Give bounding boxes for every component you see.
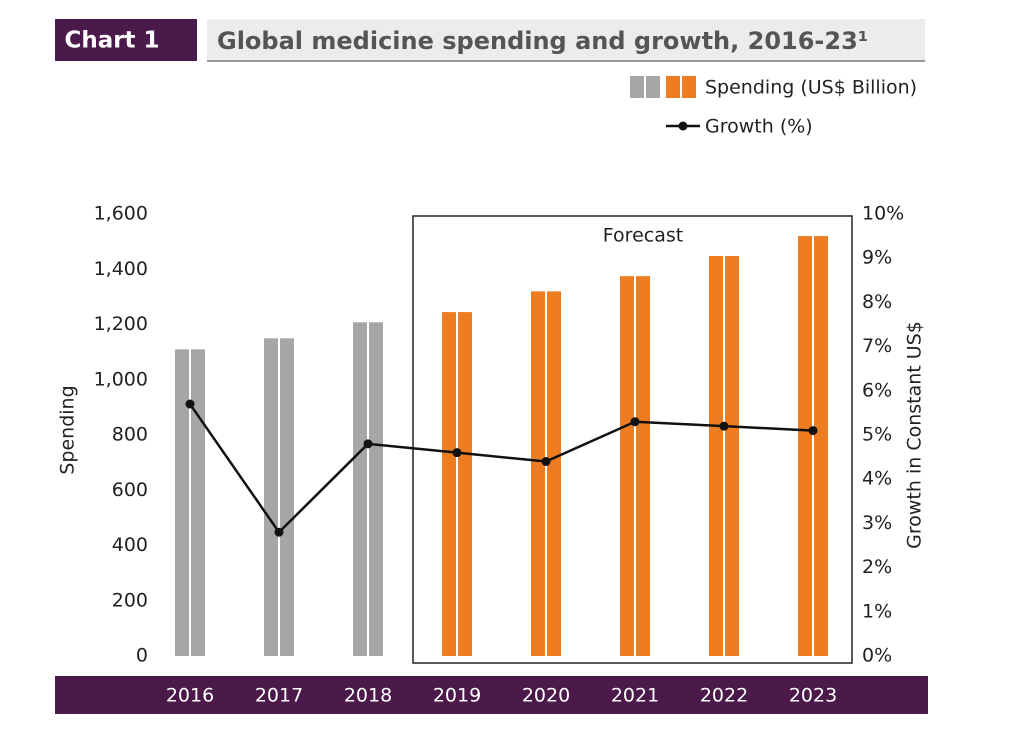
bar-stripe [175, 349, 189, 656]
y2-axis-title: Growth in Constant US$ [904, 321, 926, 549]
y2-tick-label: 5% [862, 424, 892, 446]
legend-dot [678, 121, 688, 131]
y2-tick-label: 4% [862, 468, 892, 490]
y2-tick-label: 9% [862, 247, 892, 269]
bar-stripe [547, 291, 561, 656]
growth-point [719, 421, 729, 431]
x-tick-label: 2017 [255, 685, 303, 707]
forecast-box [412, 215, 853, 664]
x-tick-label: 2022 [700, 685, 748, 707]
growth-line [188, 403, 814, 535]
y-tick-label: 0 [136, 645, 148, 667]
chart-title: Global medicine spending and growth, 201… [217, 27, 868, 55]
y-tick-label: 1,400 [94, 258, 148, 280]
bar-stripe [442, 312, 456, 656]
x-tick-label: 2018 [344, 685, 392, 707]
legend-swatch [646, 76, 660, 98]
bar-stripe [353, 322, 367, 656]
bar-stripe [458, 312, 472, 656]
growth-point [363, 439, 373, 449]
legend-swatch [666, 76, 680, 98]
bar [264, 338, 294, 656]
bar-stripe [531, 291, 545, 656]
y2-tick-label: 1% [862, 600, 892, 622]
y-tick-label: 200 [112, 589, 148, 611]
legend-label: Spending (US$ Billion) [705, 77, 917, 99]
annotation: Forecast [603, 225, 683, 247]
y2-tick-label: 2% [862, 556, 892, 578]
x-tick-label: 2016 [166, 685, 214, 707]
bar [531, 291, 561, 656]
bar-stripe [725, 255, 739, 657]
y-tick-label: 600 [112, 479, 148, 501]
x-tick-label: 2019 [433, 685, 481, 707]
growth-point [452, 448, 462, 458]
y2-tick-label: 3% [862, 512, 892, 534]
bar-stripe [798, 236, 812, 656]
y2-tick-label: 0% [862, 645, 892, 667]
x-tick-label: 2021 [611, 685, 659, 707]
y-axis-title: Spending [57, 385, 79, 474]
title-box [207, 19, 925, 61]
bar-stripe [280, 338, 294, 656]
y-tick-label: 400 [112, 534, 148, 556]
y-tick-label: 1,600 [94, 203, 148, 225]
bar-stripe [709, 255, 723, 657]
y2-tick-label: 7% [862, 335, 892, 357]
growth-point [541, 457, 551, 467]
bar-stripe [191, 349, 205, 656]
y2-tick-label: 6% [862, 379, 892, 401]
legend-swatch [682, 76, 696, 98]
bar-stripe [264, 338, 278, 656]
y2-tick-label: 8% [862, 291, 892, 313]
y-tick-label: 800 [112, 424, 148, 446]
bar [620, 276, 650, 656]
bar-stripe [814, 236, 828, 656]
bar [798, 236, 828, 656]
bar [442, 312, 472, 656]
x-tick-label: 2023 [789, 685, 837, 707]
bar-stripe [369, 322, 383, 656]
bar [353, 322, 383, 656]
x-axis-band [55, 676, 928, 714]
legend-label: Growth (%) [705, 116, 813, 138]
growth-point [274, 527, 284, 537]
y-tick-label: 1,200 [94, 313, 148, 335]
chart-label: Chart 1 [64, 28, 159, 54]
bar-stripe [636, 276, 650, 656]
bar-stripe [620, 276, 634, 656]
y-tick-label: 1,000 [94, 368, 148, 390]
growth-point [630, 417, 640, 427]
growth-point [185, 399, 195, 409]
legend-swatch [630, 76, 644, 98]
y2-tick-label: 10% [862, 203, 904, 225]
bar [709, 255, 739, 657]
x-tick-label: 2020 [522, 685, 570, 707]
bar [175, 349, 205, 656]
label-box [55, 19, 197, 61]
growth-point [808, 426, 818, 436]
